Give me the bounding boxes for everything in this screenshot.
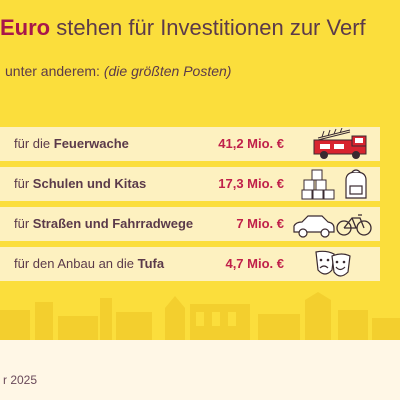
school-supplies-icons: [301, 169, 367, 200]
investment-row-feuerwache: für die Feuerwache 41,2 Mio. €: [0, 127, 380, 161]
toy-blocks-icon: [301, 169, 335, 200]
subline-text: unter anderem:: [5, 63, 104, 79]
footer-source: r 2025: [3, 373, 38, 387]
row-label-prefix: für den Anbau an die: [14, 256, 138, 271]
row-label-bold: Schulen und Kitas: [32, 176, 147, 191]
row-label: für Schulen und Kitas: [14, 176, 146, 191]
headline-amount: Euro: [0, 15, 51, 40]
row-label-prefix: für: [14, 176, 33, 191]
investment-row-tufa: für den Anbau an die Tufa 4,7 Mio. €: [0, 247, 380, 281]
row-label-bold: Feuerwache: [53, 136, 129, 151]
subline: unter anderem: (die größten Posten): [5, 63, 231, 79]
headline: Euro stehen für Investitionen zur Verf: [0, 14, 366, 42]
bicycle-icon: [336, 214, 372, 236]
theater-masks-icon: [315, 250, 351, 277]
school-backpack-icon: [345, 169, 367, 199]
row-label: für den Anbau an die Tufa: [14, 256, 164, 271]
row-label-prefix: für die: [14, 136, 54, 151]
headline-rest: stehen für Investitionen zur Verf: [50, 15, 366, 40]
investment-row-strassen-radwege: für Straßen und Fahrradwege 7 Mio. €: [0, 207, 380, 241]
car-icon: [293, 215, 335, 238]
city-skyline-illustration: [0, 292, 400, 340]
subline-note: (die größten Posten): [103, 63, 232, 79]
investment-row-schulen-kitas: für Schulen und Kitas 17,3 Mio. €: [0, 167, 380, 201]
row-amount: 7 Mio. €: [236, 216, 284, 231]
traffic-icons: [293, 214, 372, 238]
row-label-prefix: für: [14, 216, 33, 231]
footer-bar: [0, 340, 400, 400]
row-label: für Straßen und Fahrradwege: [14, 216, 193, 231]
investment-list: für die Feuerwache 41,2 Mio. € für Schul…: [0, 127, 380, 287]
row-label-bold: Straßen und Fahrradwege: [32, 216, 194, 231]
row-amount: 4,7 Mio. €: [225, 256, 284, 271]
fire-truck-icon: [313, 128, 367, 159]
row-label: für die Feuerwache: [14, 136, 129, 151]
row-label-bold: Tufa: [137, 256, 165, 271]
row-amount: 41,2 Mio. €: [218, 136, 284, 151]
row-amount: 17,3 Mio. €: [218, 176, 284, 191]
